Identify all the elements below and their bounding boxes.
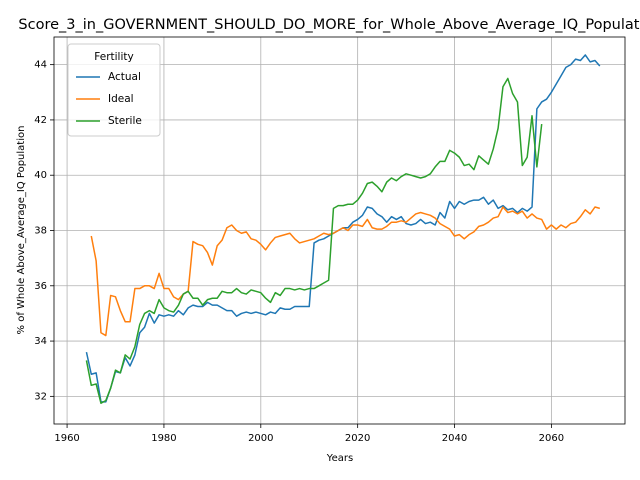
x-tick-label: 1980 [151, 433, 176, 444]
line-series [90, 206, 601, 337]
x-tick-label: 2040 [442, 433, 467, 444]
axes-frame [53, 36, 626, 425]
legend: Fertility Actual Ideal Sterile [67, 43, 161, 137]
legend-label: Actual [108, 71, 141, 83]
x-tick-label: 1960 [54, 433, 79, 444]
y-tick-label: 34 [34, 336, 47, 347]
x-axis-label: Years [326, 453, 353, 464]
y-tick-label: 36 [34, 281, 47, 292]
legend-label: Ideal [108, 93, 134, 105]
x-tick-label: 2000 [248, 433, 273, 444]
y-tick-label: 44 [34, 60, 47, 71]
line-series [85, 77, 543, 405]
y-axis-label: % of Whole Above_Average_IQ Population [16, 126, 27, 335]
chart-title: Score_3_in_GOVERNMENT_SHOULD_DO_MORE_for… [18, 17, 640, 33]
y-tick-label: 38 [34, 226, 47, 237]
legend-label: Sterile [108, 115, 142, 127]
legend-title: Fertility [94, 51, 133, 63]
x-tick-label: 2060 [539, 433, 564, 444]
x-tick-label: 2020 [345, 433, 370, 444]
y-tick-label: 32 [34, 391, 47, 402]
legend-box [67, 43, 161, 137]
y-tick-label: 40 [34, 170, 47, 181]
y-tick-label: 42 [34, 115, 47, 126]
